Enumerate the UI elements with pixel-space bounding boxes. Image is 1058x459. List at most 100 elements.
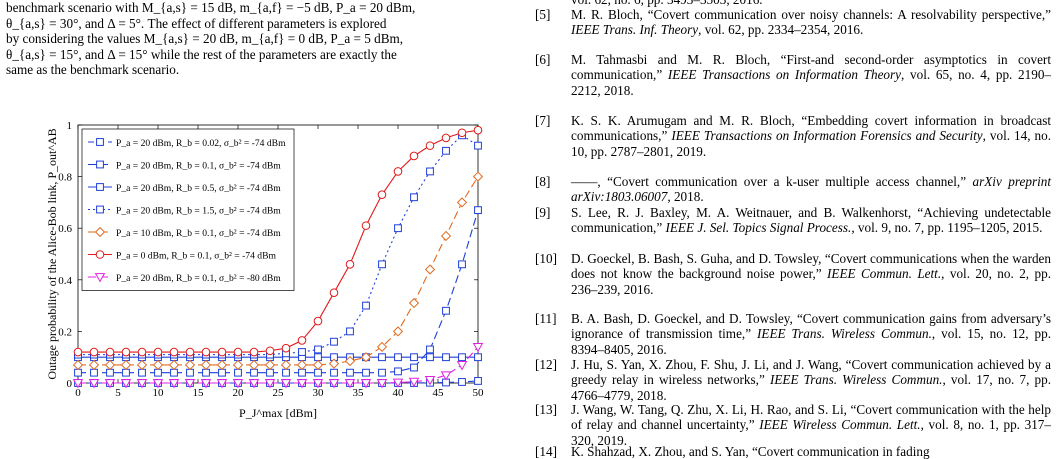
series-2-point: [122, 368, 130, 377]
series-6-point: [169, 347, 179, 357]
series-5-point: [312, 359, 324, 371]
y-tick-label: 1: [67, 120, 73, 132]
outage-probability-chart: 0 5 10 15 20 25 30 35 40 45 50 0 0.2 0.4 0.6 0.8 1 P_J^ma…: [45, 120, 484, 420]
series-7-point: [312, 379, 324, 389]
reference-text: ——, “Covert communication over a k-user …: [571, 174, 1051, 205]
series-7-point: [200, 379, 212, 389]
series-5-point: [264, 359, 276, 371]
series-2-point: [234, 368, 242, 377]
series-5-point: [72, 359, 84, 371]
x-tick-label: 45: [433, 387, 445, 399]
series-4-point: [410, 193, 418, 202]
series-6-point: [217, 347, 227, 357]
series-7-point: [328, 379, 340, 389]
series-5-point: [152, 359, 164, 371]
series-7-point: [296, 379, 308, 389]
legend-box: [81, 128, 295, 291]
series-4-point: [298, 348, 306, 356]
series-5-point: [472, 171, 484, 182]
series-7-point: [120, 379, 132, 389]
y-tick-label: 0.6: [58, 223, 72, 235]
series-7-point: [232, 379, 244, 389]
y-axis-label: Outage probability of the Alice-Bob link…: [45, 128, 59, 379]
series-6-point: [297, 336, 307, 345]
reference-number: [8]: [535, 174, 551, 189]
series-3-point: [378, 353, 386, 362]
reference-number: [9]: [535, 205, 551, 220]
reference-text: D. Goeckel, B. Bash, S. Guha, and D. Tow…: [571, 251, 1051, 297]
series-6-point: [425, 141, 435, 150]
series-7-point: [152, 379, 164, 389]
series-5-point: [456, 197, 468, 208]
series-5-point: [216, 359, 228, 371]
series-4-point: [314, 345, 322, 354]
series-7-point: [72, 379, 84, 389]
legend-entry-1: P_a = 20 dBm, R_b = 0.02, σ_b² = -74 dBm: [116, 138, 286, 149]
series-2-point: [90, 368, 98, 377]
series-5-point: [232, 359, 244, 371]
series-7-point: [264, 379, 276, 389]
reference-text: J. Wang, W. Tang, Q. Zhu, X. Li, H. Rao,…: [571, 402, 1051, 448]
reference-number: [10]: [535, 251, 557, 266]
series-3-point: [458, 353, 466, 362]
series-6-point: [121, 347, 131, 357]
body-paragraph: benchmark scenario with M_{a,s} = 15 dB,…: [6, 0, 518, 78]
series-6-point: [473, 125, 483, 135]
series-6-point: [361, 221, 371, 230]
reference-text: S. Lee, R. J. Baxley, M. A. Weitnauer, a…: [571, 205, 1051, 236]
x-tick-label: 20: [233, 387, 245, 399]
reference-text: M. R. Bloch, “Covert communication over …: [571, 7, 1051, 38]
series-7-point: [376, 379, 388, 389]
series-7-point: [392, 378, 404, 388]
series-2-point: [362, 368, 370, 377]
series-5-point: [200, 359, 212, 371]
x-tick-label: 25: [273, 387, 285, 399]
series-6-point: [281, 343, 291, 353]
series-2-point: [458, 260, 466, 269]
series-2-point: [202, 368, 210, 377]
legend-marker-3: [96, 183, 104, 191]
series-4-point: [362, 301, 370, 310]
series-6-point: [393, 167, 403, 176]
series-2-point: [218, 368, 226, 377]
series-6-point: [153, 347, 163, 357]
series-6-point: [377, 190, 387, 199]
series-5-point: [328, 358, 340, 369]
legend-entry-4: P_a = 20 dBm, R_b = 1.5, σ_b² = -74 dBm: [116, 206, 281, 217]
y-tick-label: 0: [67, 378, 73, 390]
reference-number: [11]: [535, 311, 557, 326]
series-2-point: [346, 368, 354, 377]
series-6-point: [73, 347, 83, 357]
series-3-point: [394, 353, 402, 362]
legend-entry-6: P_a = 0 dBm, R_b = 0.1, σ_b² = -74 dBm: [116, 251, 276, 262]
para-line: same as the benchmark scenario.: [6, 62, 180, 78]
series-7-point: [248, 379, 260, 389]
reference-text: K. Shahzad, X. Zhou, and S. Yan, “Covert…: [571, 444, 930, 459]
series-5-point: [360, 352, 372, 363]
x-tick-label: 15: [193, 387, 205, 399]
series-5-point: [88, 359, 100, 371]
series-5-point: [104, 359, 116, 371]
series-2-point: [474, 206, 482, 215]
legend-marker-1: [96, 138, 104, 146]
series-4-point: [330, 337, 338, 346]
series-4-point: [346, 327, 354, 336]
series-3-point: [474, 353, 482, 362]
series-5-point: [424, 264, 436, 275]
legend-entry-5: P_a = 10 dBm, R_b = 0.1, σ_b² = -74 dBm: [116, 228, 281, 239]
series-7-point: [424, 376, 436, 386]
series-5-point: [168, 359, 180, 371]
series-2-point: [138, 368, 146, 377]
series-2-point: [170, 368, 178, 377]
reference-number: [13]: [535, 402, 557, 417]
reference-text: B. A. Bash, D. Goeckel, and D. Towsley, …: [571, 311, 1051, 357]
series-7-point: [344, 379, 356, 389]
y-tick-label: 0.4: [58, 275, 72, 287]
series-4-point: [474, 141, 482, 150]
series-7-point: [472, 342, 484, 353]
series-4-point: [426, 167, 434, 176]
series-4-point: [394, 224, 402, 233]
series-5-point: [440, 230, 452, 242]
series-2-point: [154, 368, 162, 377]
legend-marker-6: [95, 250, 105, 259]
